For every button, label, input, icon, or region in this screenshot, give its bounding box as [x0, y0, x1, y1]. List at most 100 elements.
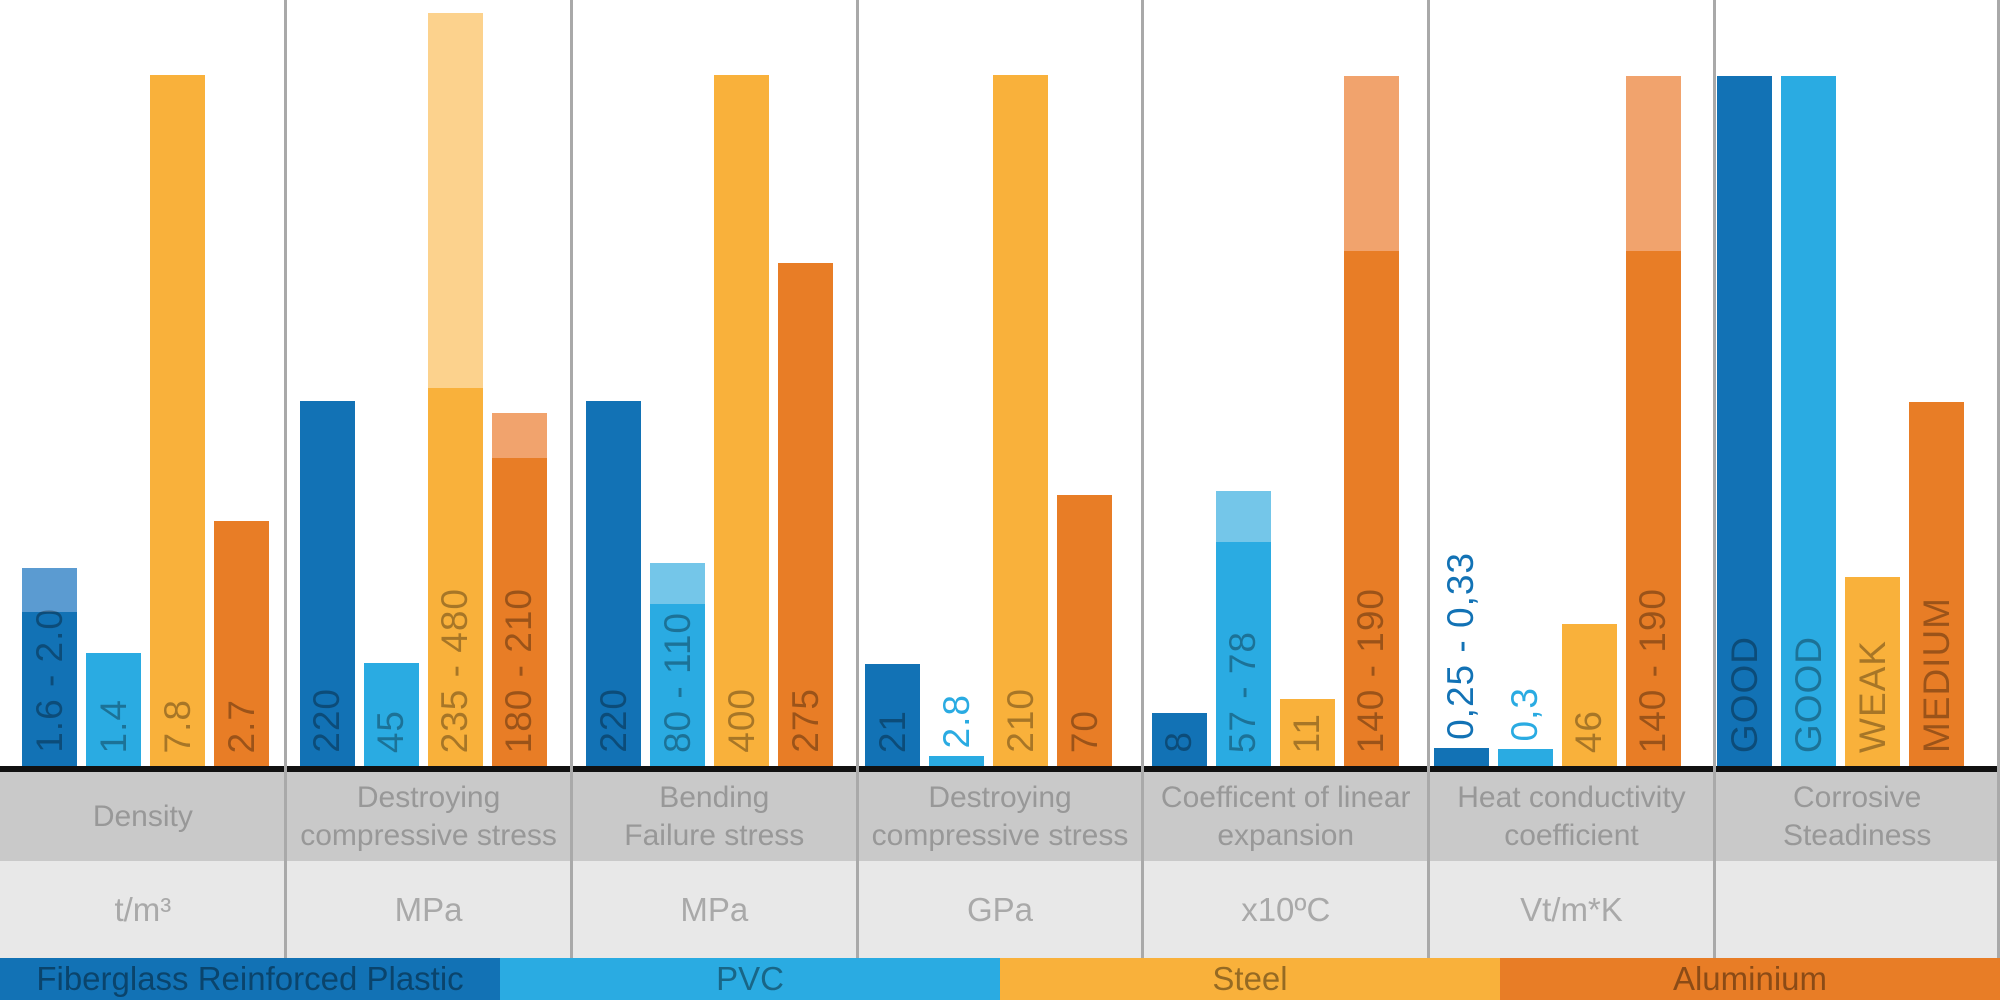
category-label: Corrosive Steadiness [1714, 772, 2000, 861]
bar-range-cap [22, 568, 77, 612]
bar-value-label: 180 - 210 [498, 587, 540, 753]
category-label: Destroying compressive stress [857, 772, 1143, 861]
bar-value-label: GOOD [1723, 635, 1765, 753]
category-label: Density [0, 772, 286, 861]
category-label: Coefficent of linear expansion [1143, 772, 1429, 861]
bar-value-label: WEAK [1851, 640, 1893, 753]
bar-range-cap [427, 13, 483, 388]
category-label-line: compressive stress [300, 818, 557, 852]
bar-alu-group1: 2.7 [214, 521, 269, 766]
category-label-line: Bending [659, 780, 770, 814]
bar-value-label: 11 [1286, 712, 1328, 753]
category-label: Destroying compressive stress [286, 772, 572, 861]
group-separator-line [1141, 0, 1145, 958]
bar-frp-group1: 1.6 - 2.0 [22, 568, 77, 766]
bar-frp-group3: 220 [586, 401, 642, 766]
chart-plot-area: 1.6 - 2.0 1.4 7.8 2.7 220 45 235 - 480 180 - 21… [22, 0, 2000, 766]
category-label-line: Destroying [356, 780, 501, 814]
bar-pvc-group7: GOOD [1781, 76, 1837, 766]
legend-label: PVC [716, 960, 784, 997]
group-separator-line [284, 0, 288, 958]
bar-value-label: 400 [720, 688, 762, 753]
bar-value-label: 210 [999, 688, 1041, 753]
bar-alu-group5: 140 - 190 [1343, 76, 1399, 766]
category-label-line: Heat conductivity [1457, 780, 1686, 814]
category-label: Heat conductivity coefficient [1429, 772, 1715, 861]
legend-item-frp: Fiberglass Reinforced Plastic [0, 958, 500, 1000]
unit-label: x10ºC [1241, 890, 1331, 928]
unit-label: MPa [394, 890, 463, 928]
bar-value-label: 275 [784, 688, 826, 753]
bar-value-label: 2.8 [935, 693, 977, 748]
bar-steel-group1: 7.8 [150, 75, 205, 766]
group-6: 0,25 - 0,33 0,3 46 140 - 190 [1429, 0, 1715, 766]
group-7: GOOD GOOD WEAK MEDIUM [1714, 0, 2000, 766]
unit-label [1714, 861, 2000, 958]
group-separator-line [569, 0, 573, 958]
bar-frp-group6 [1433, 748, 1489, 766]
bar-value-label: 140 - 190 [1632, 587, 1674, 753]
bar-value-label: 8 [1158, 731, 1200, 753]
bar-value-label: 70 [1063, 709, 1105, 753]
bar-value-label: GOOD [1787, 635, 1829, 753]
unit-label: MPa [680, 890, 749, 928]
category-label-line: Destroying [928, 780, 1072, 814]
category-label-line: Corrosive [1792, 780, 1922, 814]
group-3: 220 80 - 110 400 275 [571, 0, 857, 766]
bar-pvc-group4 [929, 756, 985, 766]
legend-label: Steel [1212, 960, 1288, 997]
bar-frp-group5: 8 [1151, 713, 1207, 766]
bar-value-label: 2.7 [220, 698, 262, 753]
unit-label: Vt/m*K [1520, 890, 1623, 928]
bar-value-label: MEDIUM [1915, 596, 1957, 753]
bar-value-label: 220 [592, 688, 634, 753]
category-label-line: Density [92, 799, 193, 833]
chart-baseline [0, 766, 2000, 772]
category-label-line: Coefficent of linear [1160, 780, 1411, 814]
category-label-line: Failure stress [624, 818, 805, 852]
bar-value-label: 7.8 [156, 698, 198, 753]
group-separator-line [1997, 0, 2000, 958]
bar-value-label: 140 - 190 [1350, 587, 1392, 753]
bar-range-cap [1625, 76, 1681, 251]
bar-alu-group2: 180 - 210 [491, 413, 547, 766]
category-label: Bending Failure stress [571, 772, 857, 861]
bar-value-label: 220 [306, 688, 348, 753]
group-5: 8 57 - 78 11 140 - 190 [1143, 0, 1429, 766]
bar-steel-group3: 400 [714, 75, 770, 766]
group-separator-line [1712, 0, 1716, 958]
bar-value-label: 57 - 78 [1222, 630, 1264, 753]
bar-value-label: 0,25 - 0,33 [1440, 552, 1482, 740]
bar-value-label: 235 - 480 [434, 587, 476, 753]
legend-label: Aluminium [1672, 960, 1828, 997]
category-label-band: Density Destroying compressive stress Bendi… [0, 772, 2000, 861]
unit-label: t/m³ [114, 890, 172, 928]
bar-steel-group2: 235 - 480 [427, 13, 483, 766]
bar-pvc-group6 [1497, 749, 1553, 766]
bar-alu-group4: 70 [1057, 495, 1113, 766]
bar-range-cap [491, 413, 547, 458]
bar-frp-group7: GOOD [1717, 76, 1773, 766]
legend-label: Fiberglass Reinforced Plastic [36, 960, 464, 997]
category-label-line: compressive stress [871, 818, 1129, 852]
bar-alu-group3: 275 [778, 263, 834, 766]
bar-steel-group6: 46 [1561, 624, 1617, 766]
bar-range-cap [1215, 491, 1271, 542]
bar-steel-group4: 210 [993, 75, 1049, 766]
bar-pvc-group1: 1.4 [86, 653, 141, 766]
bar-frp-group4: 21 [865, 664, 921, 766]
legend: Fiberglass Reinforced Plastic PVC Steel Alu… [0, 958, 2000, 1000]
bar-value-label: 1.6 - 2.0 [28, 608, 70, 753]
legend-item-pvc: PVC [500, 958, 1000, 1000]
bar-frp-group2: 220 [299, 401, 355, 766]
legend-item-alu: Aluminium [1500, 958, 2000, 1000]
category-label-line: coefficient [1504, 818, 1639, 852]
bar-value-label: 80 - 110 [656, 611, 698, 753]
bar-alu-group7: MEDIUM [1909, 402, 1965, 766]
legend-item-steel: Steel [1000, 958, 1500, 1000]
bar-value-label: 45 [370, 709, 412, 753]
bar-pvc-group3: 80 - 110 [650, 563, 706, 766]
category-label-line: Steadiness [1782, 818, 1932, 852]
group-2: 220 45 235 - 480 180 - 210 [286, 0, 572, 766]
